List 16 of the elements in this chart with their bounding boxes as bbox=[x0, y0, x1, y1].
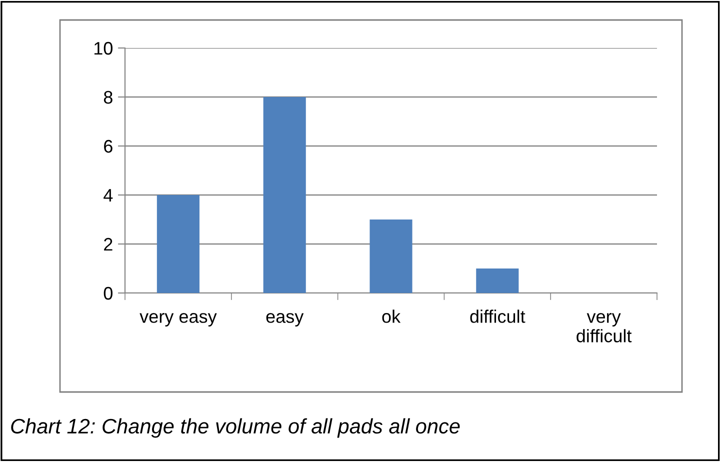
x-tick-label: very easy bbox=[140, 313, 217, 326]
bar bbox=[263, 97, 306, 293]
y-tick-label: 8 bbox=[104, 90, 112, 104]
x-tick-label: very difficult bbox=[576, 313, 632, 342]
x-tick-label: easy bbox=[266, 313, 304, 326]
y-tick-label: 6 bbox=[104, 140, 112, 153]
bar bbox=[370, 220, 412, 293]
y-tick-label: 0 bbox=[104, 286, 112, 300]
x-tick-label: difficult bbox=[470, 310, 526, 323]
bar bbox=[476, 268, 519, 293]
caption: Chart 12: Change the volume of all pads all once bbox=[11, 418, 460, 438]
bar bbox=[156, 195, 200, 293]
y-tick-label: 10 bbox=[94, 42, 112, 55]
y-tick-label: 4 bbox=[104, 189, 113, 202]
y-tick-label: 2 bbox=[104, 238, 112, 251]
x-tick-label: ok bbox=[382, 310, 401, 323]
